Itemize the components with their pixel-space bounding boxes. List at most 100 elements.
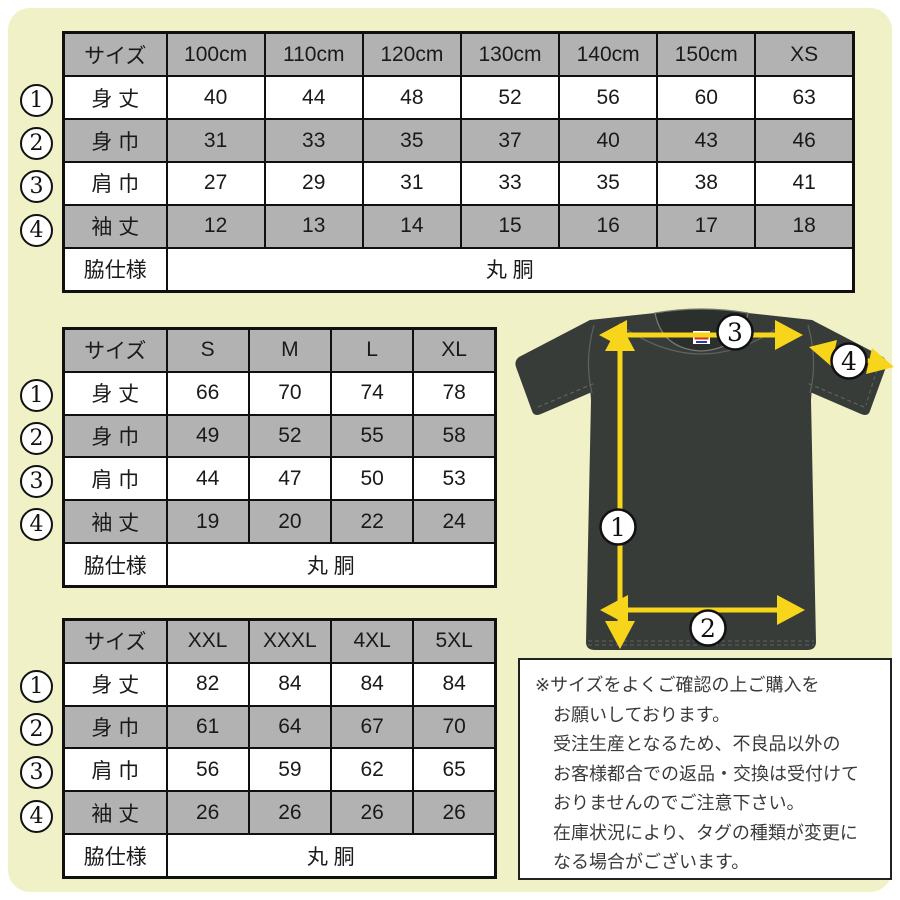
size-value: 56 <box>558 75 659 121</box>
shirt-body <box>585 309 817 650</box>
size-value: 22 <box>329 499 415 544</box>
column-header: 130cm <box>459 31 561 78</box>
measurement-row: 肩 巾 27 29 31 33 35 38 41 <box>62 160 855 206</box>
column-header: 120cm <box>361 31 462 78</box>
spec-label: 脇仕様 <box>62 833 168 879</box>
size-value: 12 <box>165 203 266 249</box>
spec-value: 丸 胴 <box>165 833 497 879</box>
notice-line: 受注生産となるため、不良品以外の <box>553 734 841 754</box>
size-value: 33 <box>459 160 561 206</box>
spec-label: 脇仕様 <box>62 542 168 588</box>
size-value: 46 <box>754 118 855 163</box>
size-value: 60 <box>656 75 757 121</box>
row-label: 身 丈 <box>62 75 168 121</box>
column-header: S <box>165 327 250 373</box>
size-value: 16 <box>558 203 659 249</box>
size-value: 29 <box>263 160 364 206</box>
size-value: 40 <box>558 118 659 163</box>
size-value: 70 <box>412 704 497 750</box>
column-header: 5XL <box>412 618 497 664</box>
measurement-row: 身 巾 49 52 55 58 <box>62 413 497 459</box>
column-header: M <box>247 327 333 373</box>
column-header: 4XL <box>329 618 415 664</box>
column-header: 110cm <box>263 31 364 78</box>
size-value: 14 <box>361 203 462 249</box>
size-value: 82 <box>165 661 250 707</box>
row-label: 肩 巾 <box>62 160 168 206</box>
size-header-corner: サイズ <box>62 327 168 373</box>
size-value: 66 <box>165 370 250 416</box>
size-value: 13 <box>263 203 364 249</box>
size-value: 63 <box>754 75 855 121</box>
column-header: 150cm <box>656 31 757 78</box>
spec-label: 脇仕様 <box>62 246 168 293</box>
row-marker-1: 1 <box>20 379 53 412</box>
row-marker-4: 4 <box>20 214 53 247</box>
size-value: 62 <box>329 747 415 793</box>
column-header: 100cm <box>165 31 266 78</box>
size-value: 84 <box>329 661 415 707</box>
arrowhead <box>605 323 635 351</box>
size-value: 55 <box>329 413 415 459</box>
size-value: 47 <box>247 456 333 502</box>
notice-line: おりませんのでご注意下さい。 <box>553 793 805 813</box>
size-value: 84 <box>412 661 497 707</box>
arrowhead <box>605 621 635 649</box>
size-table-s-xl: サイズ S M L XL 身 丈 66 70 74 78 身 巾 49 52 55 58 肩 巾 44 47 50 5… <box>62 327 497 588</box>
size-value: 44 <box>263 75 364 121</box>
figure-marker-4-circle <box>830 342 868 380</box>
row-label: 身 丈 <box>62 370 168 416</box>
arrowhead <box>775 320 803 350</box>
row-label: 袖 丈 <box>62 499 168 544</box>
size-value: 26 <box>165 790 250 835</box>
size-value: 65 <box>412 747 497 793</box>
row-marker-4: 4 <box>20 508 53 541</box>
arrowhead <box>866 348 894 374</box>
figure-marker-2: 2 <box>700 614 716 643</box>
arrowhead <box>777 595 805 625</box>
size-value: 40 <box>165 75 266 121</box>
size-value: 50 <box>329 456 415 502</box>
size-value: 48 <box>361 75 462 121</box>
size-value: 58 <box>412 413 497 459</box>
measurement-row: 袖 丈 26 26 26 26 <box>62 790 497 835</box>
size-value: 49 <box>165 413 250 459</box>
row-marker-2: 2 <box>20 713 53 746</box>
size-value: 67 <box>329 704 415 750</box>
tshirt-measurement-figure: 3 4 1 2 <box>505 303 897 660</box>
size-value: 26 <box>329 790 415 835</box>
size-value: 24 <box>412 499 497 544</box>
size-value: 41 <box>754 160 855 206</box>
figure-marker-1: 1 <box>610 513 626 542</box>
spec-value: 丸 胴 <box>165 246 855 293</box>
row-label: 身 巾 <box>62 118 168 163</box>
size-header-corner: サイズ <box>62 618 168 664</box>
collar-seam <box>622 326 780 355</box>
row-marker-2: 2 <box>20 422 53 455</box>
row-marker-3: 3 <box>20 465 53 498</box>
size-value: 53 <box>412 456 497 502</box>
measurement-row: 身 丈 66 70 74 78 <box>62 370 497 416</box>
right-sleeve-stitch <box>806 382 865 408</box>
size-value: 56 <box>165 747 250 793</box>
size-value: 26 <box>412 790 497 835</box>
size-value: 19 <box>165 499 250 544</box>
measurement-row: 袖 丈 12 13 14 15 16 17 18 <box>62 203 855 249</box>
size-value: 44 <box>165 456 250 502</box>
notice-line: お願いしております。 <box>553 704 731 725</box>
size-header-corner: サイズ <box>62 31 168 78</box>
measurement-row: 肩 巾 44 47 50 53 <box>62 456 497 502</box>
row-label: 袖 丈 <box>62 203 168 249</box>
size-value: 52 <box>247 413 333 459</box>
size-value: 31 <box>361 160 462 206</box>
left-sleeve <box>515 320 599 415</box>
left-sleeve-stitch <box>537 382 596 408</box>
size-value: 84 <box>247 661 333 707</box>
measurement-row: 身 巾 61 64 67 70 <box>62 704 497 750</box>
figure-marker-2-circle <box>689 609 727 647</box>
purchase-notice-box: ※サイズをよくご確認の上ご購入を お願いしております。 受注生産となるため、不良… <box>518 658 892 880</box>
left-armhole-seam <box>587 324 595 394</box>
size-value: 35 <box>558 160 659 206</box>
measurement-row: 身 巾 31 33 35 37 40 43 46 <box>62 118 855 163</box>
column-header: XXL <box>165 618 250 664</box>
